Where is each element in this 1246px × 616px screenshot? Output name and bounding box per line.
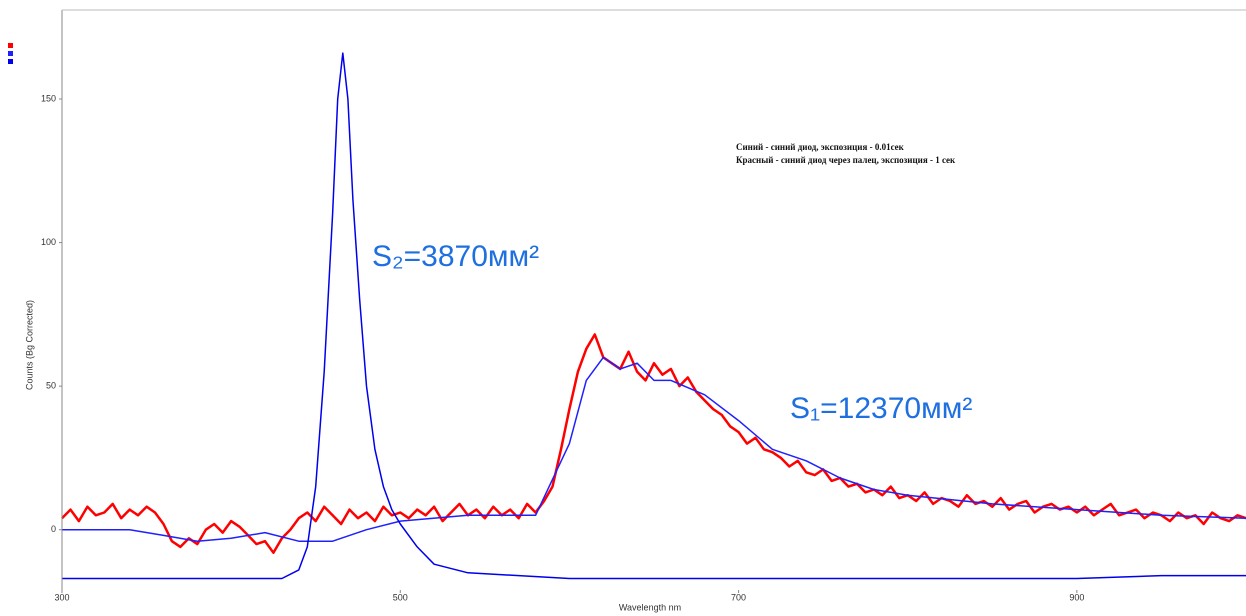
x-tick-label: 500	[393, 592, 408, 602]
annotation: S₂=3870мм²	[372, 240, 539, 273]
annotation: Красный - синий диод через палец, экспоз…	[736, 155, 956, 165]
y-tick-label: 150	[41, 93, 56, 103]
annotation: S₁=12370мм²	[790, 392, 972, 425]
legend-marker	[8, 59, 13, 64]
y-tick-label: 0	[51, 524, 56, 534]
legend-marker	[8, 43, 13, 48]
series-line	[62, 52, 1246, 580]
legend-marker	[8, 51, 13, 56]
y-axis-title: Counts (Bg Corrected)	[24, 300, 34, 390]
x-axis-title: Wavelength nm	[619, 602, 681, 612]
x-tick-label: 900	[1069, 592, 1084, 602]
series-line	[61, 333, 1246, 554]
annotation: Синий - синий диод, экспозиция - 0.01сек	[736, 142, 905, 152]
y-tick-label: 50	[46, 381, 56, 391]
plot-area	[61, 52, 1246, 580]
x-tick-label: 300	[54, 592, 69, 602]
y-tick-label: 100	[41, 237, 56, 247]
series-line	[62, 356, 1246, 542]
x-tick-label: 700	[731, 592, 746, 602]
